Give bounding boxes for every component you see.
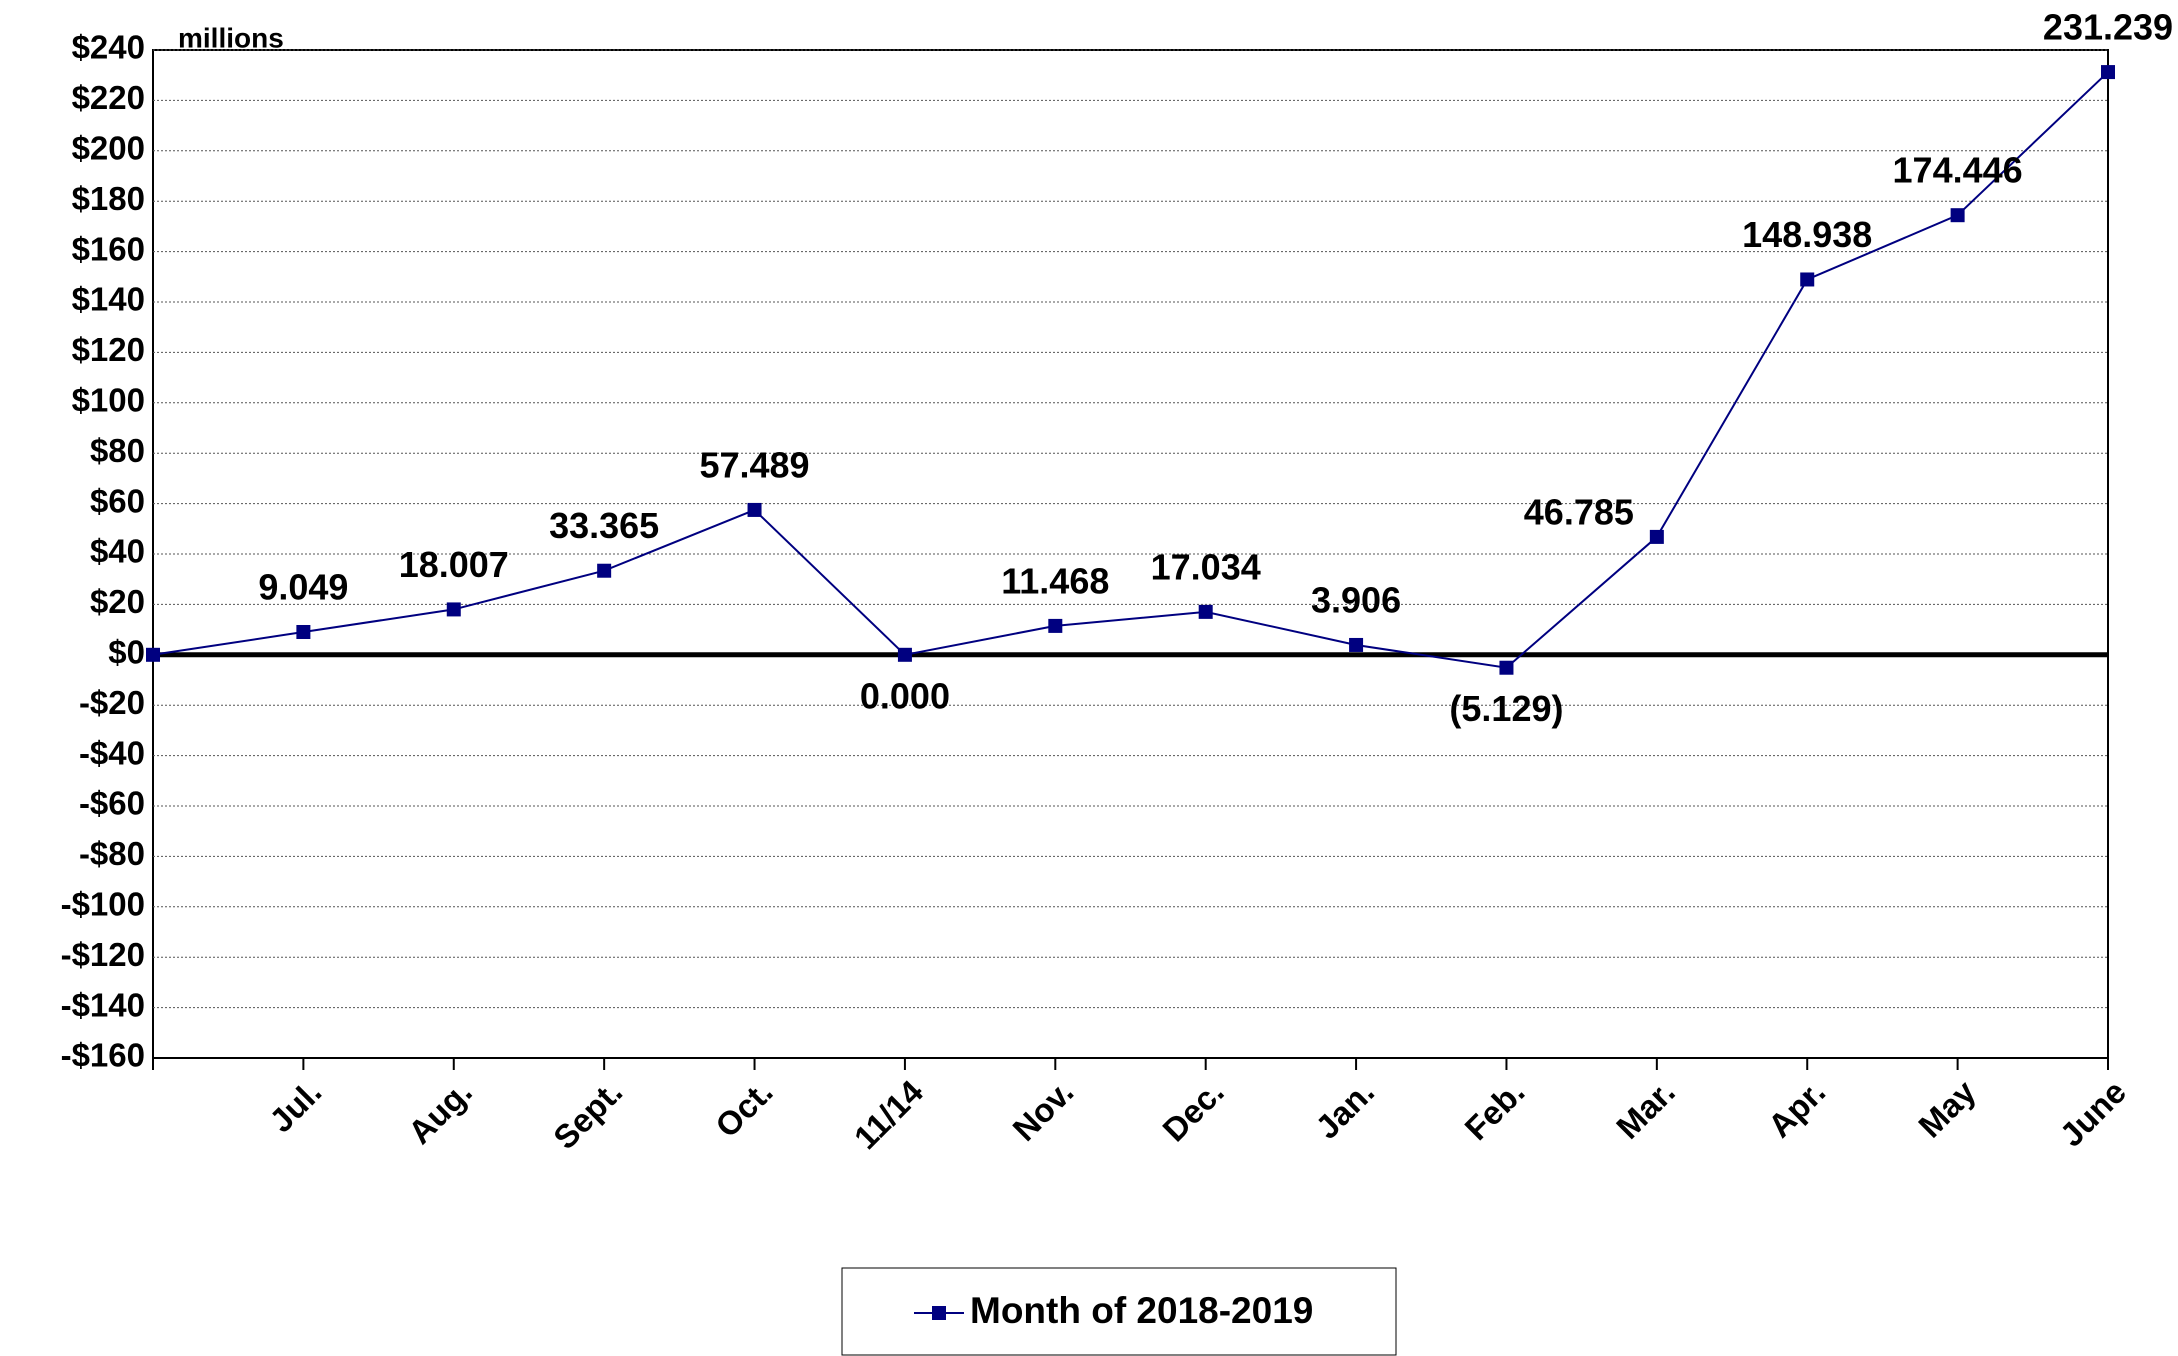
legend-label: Month of 2018-2019 xyxy=(970,1290,1313,1331)
point-marker xyxy=(1198,604,1213,619)
data-label: 57.489 xyxy=(699,444,809,485)
data-label: (5.129) xyxy=(1449,688,1563,729)
data-label: 11.468 xyxy=(1001,560,1109,601)
point-marker xyxy=(296,624,311,639)
legend-marker xyxy=(932,1306,946,1320)
y-tick-label: -$20 xyxy=(79,684,145,721)
y-tick-label: $200 xyxy=(72,130,145,167)
y-tick-label: $220 xyxy=(72,79,145,116)
data-label: 9.049 xyxy=(258,567,348,608)
data-label: 174.446 xyxy=(1893,150,2023,191)
y-tick-label: -$120 xyxy=(61,936,145,973)
y-tick-label: $0 xyxy=(108,634,145,671)
y-tick-label: -$140 xyxy=(61,986,145,1023)
data-label: 33.365 xyxy=(549,505,659,546)
data-label: 0.000 xyxy=(860,675,950,716)
point-marker xyxy=(1048,618,1063,633)
y-tick-label: $40 xyxy=(90,533,145,570)
data-label: 18.007 xyxy=(399,544,509,585)
point-marker xyxy=(1349,637,1364,652)
y-tick-label: $20 xyxy=(90,583,145,620)
point-marker xyxy=(1499,660,1514,675)
y-tick-label: -$160 xyxy=(61,1037,145,1074)
x-tick-label: Aug. xyxy=(401,1073,479,1151)
x-tick-label: Apr. xyxy=(1761,1073,1833,1145)
x-tick-label: May xyxy=(1911,1072,1983,1144)
point-marker xyxy=(146,647,160,662)
y-tick-label: -$100 xyxy=(61,886,145,923)
point-marker xyxy=(2101,65,2115,80)
x-tick-label: June xyxy=(2052,1073,2133,1154)
y-tick-label: $100 xyxy=(72,382,145,419)
data-label: 148.938 xyxy=(1742,214,1872,255)
y-tick-label: $240 xyxy=(72,29,145,66)
point-marker xyxy=(446,602,461,617)
point-marker xyxy=(1649,529,1664,544)
legend: Month of 2018-2019 xyxy=(841,1267,1397,1356)
y-tick-label: $80 xyxy=(90,432,145,469)
x-tick-label: Sept. xyxy=(546,1073,629,1156)
point-marker xyxy=(897,647,912,662)
point-marker xyxy=(747,502,762,517)
point-marker xyxy=(597,563,612,578)
data-label: 46.785 xyxy=(1524,491,1634,532)
x-tick-label: Dec. xyxy=(1155,1073,1230,1148)
x-tick-label: Oct. xyxy=(708,1073,780,1145)
y-tick-label: -$80 xyxy=(79,835,145,872)
y-tick-label: $160 xyxy=(72,230,145,267)
x-tick-label: Mar. xyxy=(1609,1073,1682,1146)
unit-annotation: millions xyxy=(178,22,284,53)
y-tick-label: $140 xyxy=(72,281,145,318)
point-marker xyxy=(1800,272,1815,287)
y-tick-label: -$40 xyxy=(79,734,145,771)
x-tick-label: Nov. xyxy=(1005,1073,1080,1148)
data-label: 3.906 xyxy=(1311,579,1401,620)
y-tick-label: $180 xyxy=(72,180,145,217)
data-label: 17.034 xyxy=(1151,546,1261,587)
y-tick-label: $60 xyxy=(90,482,145,519)
y-tick-label: $120 xyxy=(72,331,145,368)
point-marker xyxy=(1950,208,1965,223)
x-tick-label: 11/14 xyxy=(847,1072,931,1156)
data-label: 231.239 xyxy=(2043,7,2173,48)
y-tick-label: -$60 xyxy=(79,785,145,822)
x-tick-label: Feb. xyxy=(1457,1073,1531,1147)
x-tick-label: Jan. xyxy=(1308,1073,1381,1146)
series-line xyxy=(152,71,2109,669)
x-tick-label: Jul. xyxy=(262,1073,328,1139)
